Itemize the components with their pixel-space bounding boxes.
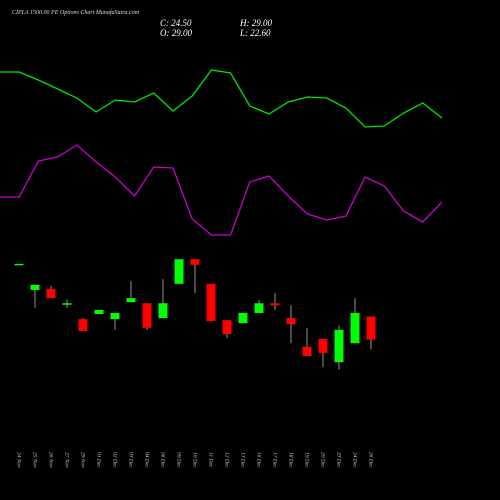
candle-body xyxy=(350,312,360,344)
candle-body xyxy=(238,312,248,324)
x-tick-label: 17 Dec xyxy=(272,452,278,468)
x-tick-label: 04 Dec xyxy=(144,452,151,468)
x-tick-label: 03 Dec xyxy=(128,452,134,468)
candle-body xyxy=(30,284,40,290)
x-tick-label: 20 Dec xyxy=(320,452,326,468)
candle-body xyxy=(78,319,88,331)
low-text: L: 22.60 xyxy=(239,28,271,38)
x-tick-label: 23 Dec xyxy=(336,452,342,468)
candle-body xyxy=(190,259,200,265)
x-tick-label: 01 Dec xyxy=(96,452,102,468)
x-tick-label: 26 Dec xyxy=(368,452,374,468)
x-tick-label: 25 Nov xyxy=(32,452,38,468)
candle-body xyxy=(142,303,152,328)
candle-body xyxy=(94,309,104,314)
candle-body xyxy=(334,329,344,363)
x-tick-label: 26 Nov xyxy=(48,452,54,468)
candle-body xyxy=(62,303,72,305)
x-tick-label: 10 Dec xyxy=(192,452,198,468)
x-tick-label: 11 Dec xyxy=(208,452,214,468)
chart-title: CIPLA 1500.00 PE Options Chart MunafaSut… xyxy=(12,9,140,16)
x-tick-label: 18 Dec xyxy=(288,452,294,468)
candle-body xyxy=(126,298,136,303)
high-text: H: 29.00 xyxy=(239,18,272,28)
candle-body xyxy=(318,339,328,353)
x-tick-label: 19 Dec xyxy=(304,452,310,468)
x-tick-label: 16 Dec xyxy=(256,452,262,468)
candle-body xyxy=(366,316,376,340)
x-tick-label: 29 Nov xyxy=(80,452,86,468)
indicator-line xyxy=(0,69,443,128)
candle-body xyxy=(110,312,120,320)
x-tick-label: 13 Dec xyxy=(240,452,246,468)
close-text: C: 24.50 xyxy=(160,18,192,28)
x-tick-label: 06 Dec xyxy=(160,452,166,468)
candle-body xyxy=(222,320,232,334)
open-text: O: 29.00 xyxy=(160,28,192,38)
candle-body xyxy=(158,303,168,319)
candle-body xyxy=(254,303,264,313)
candle-body xyxy=(270,303,280,306)
x-tick-label: 24 Dec xyxy=(352,452,359,468)
candle-body xyxy=(286,318,296,325)
x-tick-label: 24 Nov xyxy=(16,452,23,468)
candle-body xyxy=(302,346,312,356)
x-tick-label: 02 Dec xyxy=(112,452,118,468)
x-tick-label: 12 Dec xyxy=(224,452,230,468)
x-tick-label: 09 Dec xyxy=(176,452,182,468)
candle-body xyxy=(46,288,56,299)
x-tick-label: 27 Nov xyxy=(64,452,70,468)
candle-body xyxy=(206,283,216,322)
candle-body xyxy=(174,259,184,284)
indicator-line xyxy=(0,144,443,236)
candle-body xyxy=(14,263,24,266)
